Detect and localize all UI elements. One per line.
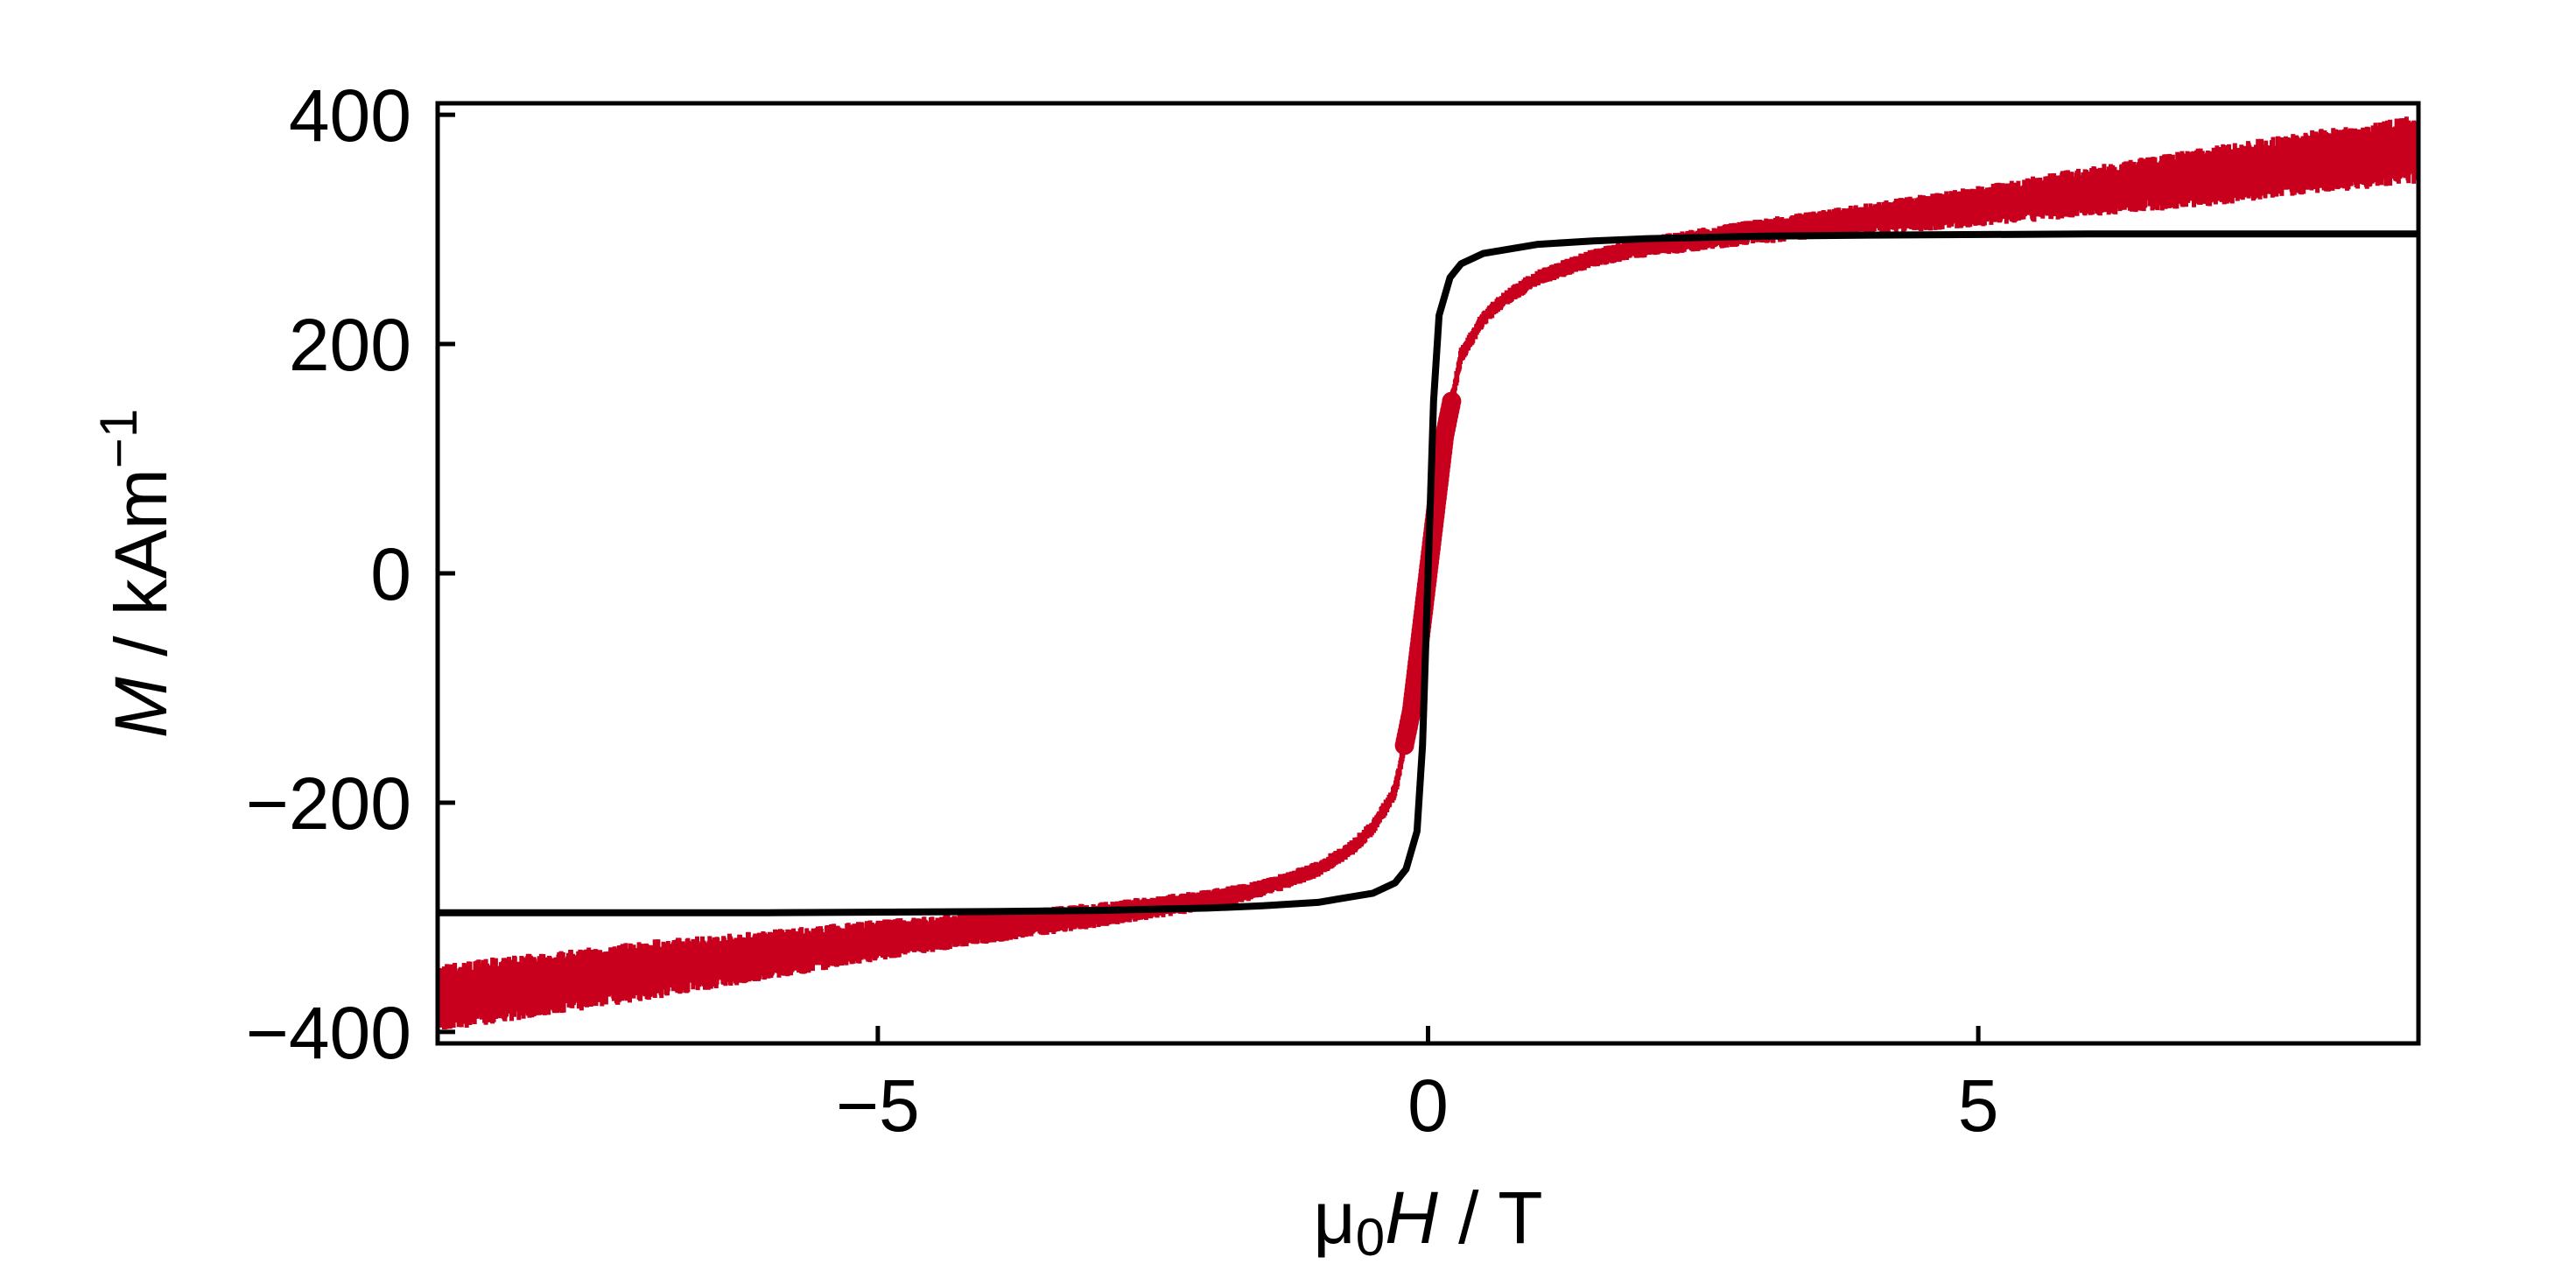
x-tick-label: 5 xyxy=(1958,1064,1999,1147)
y-axis-label-sup: −1 xyxy=(89,409,148,468)
y-tick-label: 400 xyxy=(289,74,411,157)
x-axis-label-prefix: μ xyxy=(1313,1176,1355,1259)
x-axis-label-sub: 0 xyxy=(1356,1208,1385,1267)
x-axis-label: μ0H / T xyxy=(1313,1176,1542,1267)
x-axis-label-unit: / T xyxy=(1438,1176,1543,1259)
y-tick-label: −400 xyxy=(246,992,411,1074)
y-tick-label: 0 xyxy=(370,533,411,615)
axis-ticks: −5 0 5 −400 −200 0 200 400 xyxy=(246,74,1999,1147)
model-curve xyxy=(438,230,2418,916)
x-axis-label-var: H xyxy=(1385,1176,1438,1259)
y-axis-label: M / kAm−1 xyxy=(89,409,182,738)
y-axis-label-var: M xyxy=(100,677,182,738)
y-tick-label: 200 xyxy=(289,304,411,386)
y-axis-label-unit: / kAm xyxy=(100,468,182,677)
x-tick-label: 0 xyxy=(1407,1064,1449,1147)
plot-area xyxy=(438,116,2418,1029)
data-point-measured xyxy=(1442,391,1462,411)
y-tick-label: −200 xyxy=(246,762,411,845)
x-tick-label: −5 xyxy=(836,1064,920,1147)
